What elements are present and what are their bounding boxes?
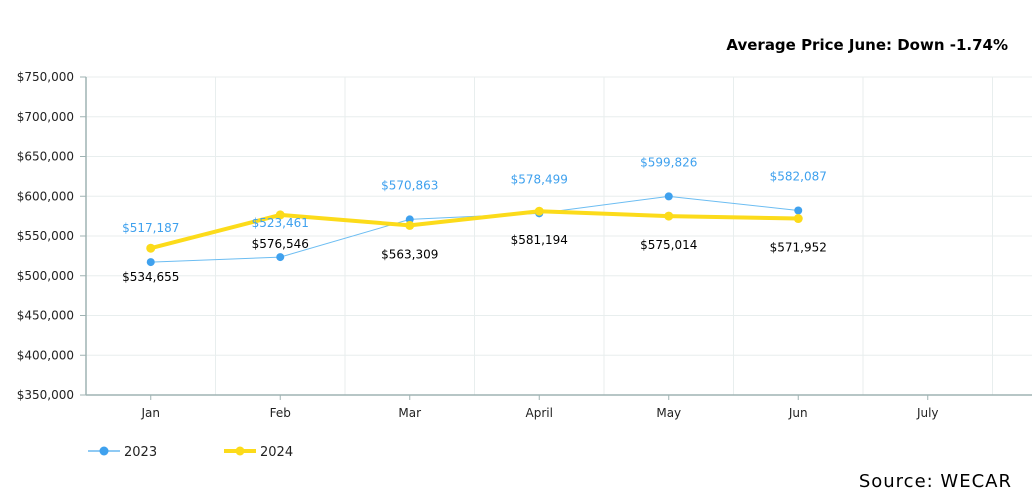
series-line-2024 [150, 209, 799, 251]
legend-swatch-marker [99, 446, 109, 456]
source-note: Source: WECAR [858, 471, 1012, 492]
x-tick-label: May [656, 406, 681, 420]
data-label-2024: $563,309 [381, 247, 438, 261]
data-label-2024: $575,014 [640, 238, 697, 252]
chart-title: Average Price June: Down -1.74% [726, 36, 1008, 54]
data-point-2024 [405, 220, 415, 230]
data-point-2024 [664, 211, 674, 221]
data-label-2023: $578,499 [511, 172, 568, 186]
y-tick-label: $750,000 [17, 70, 74, 84]
y-tick-label: $450,000 [17, 309, 74, 323]
data-point-2023 [794, 206, 803, 215]
data-point-2023 [146, 258, 155, 267]
data-label-2023: $570,863 [381, 178, 438, 192]
data-point-2024 [793, 214, 803, 224]
data-label-2024: $581,194 [511, 233, 568, 247]
data-point-2023 [276, 253, 285, 262]
data-label-2024: $576,546 [252, 237, 309, 251]
data-label-2023: $599,826 [640, 155, 697, 169]
x-tick-label: Jan [141, 406, 161, 420]
data-point-2024 [275, 210, 285, 220]
y-tick-label: $550,000 [17, 229, 74, 243]
x-tick-label: Mar [398, 406, 421, 420]
legend-swatch-marker [235, 446, 245, 456]
x-tick-label: Feb [270, 406, 291, 420]
legend-item-2023: 2023 [124, 445, 157, 460]
x-tick-label: Jun [788, 406, 808, 420]
legend-item-2024: 2024 [260, 445, 293, 460]
x-tick-label: July [916, 406, 939, 420]
data-label-2024: $534,655 [122, 270, 179, 284]
data-label-2023: $517,187 [122, 221, 179, 235]
data-label-2023: $523,461 [252, 216, 309, 230]
x-tick-label: April [526, 406, 553, 420]
y-tick-label: $500,000 [17, 269, 74, 283]
data-label-2023: $582,087 [770, 169, 827, 183]
data-label-2024: $571,952 [770, 241, 827, 255]
y-tick-label: $600,000 [17, 189, 74, 203]
y-tick-label: $700,000 [17, 110, 74, 124]
data-point-2024 [534, 206, 544, 216]
y-tick-label: $650,000 [17, 150, 74, 164]
y-tick-label: $400,000 [17, 348, 74, 362]
data-point-2023 [664, 192, 673, 201]
data-point-2024 [146, 243, 156, 253]
y-tick-label: $350,000 [17, 388, 74, 402]
